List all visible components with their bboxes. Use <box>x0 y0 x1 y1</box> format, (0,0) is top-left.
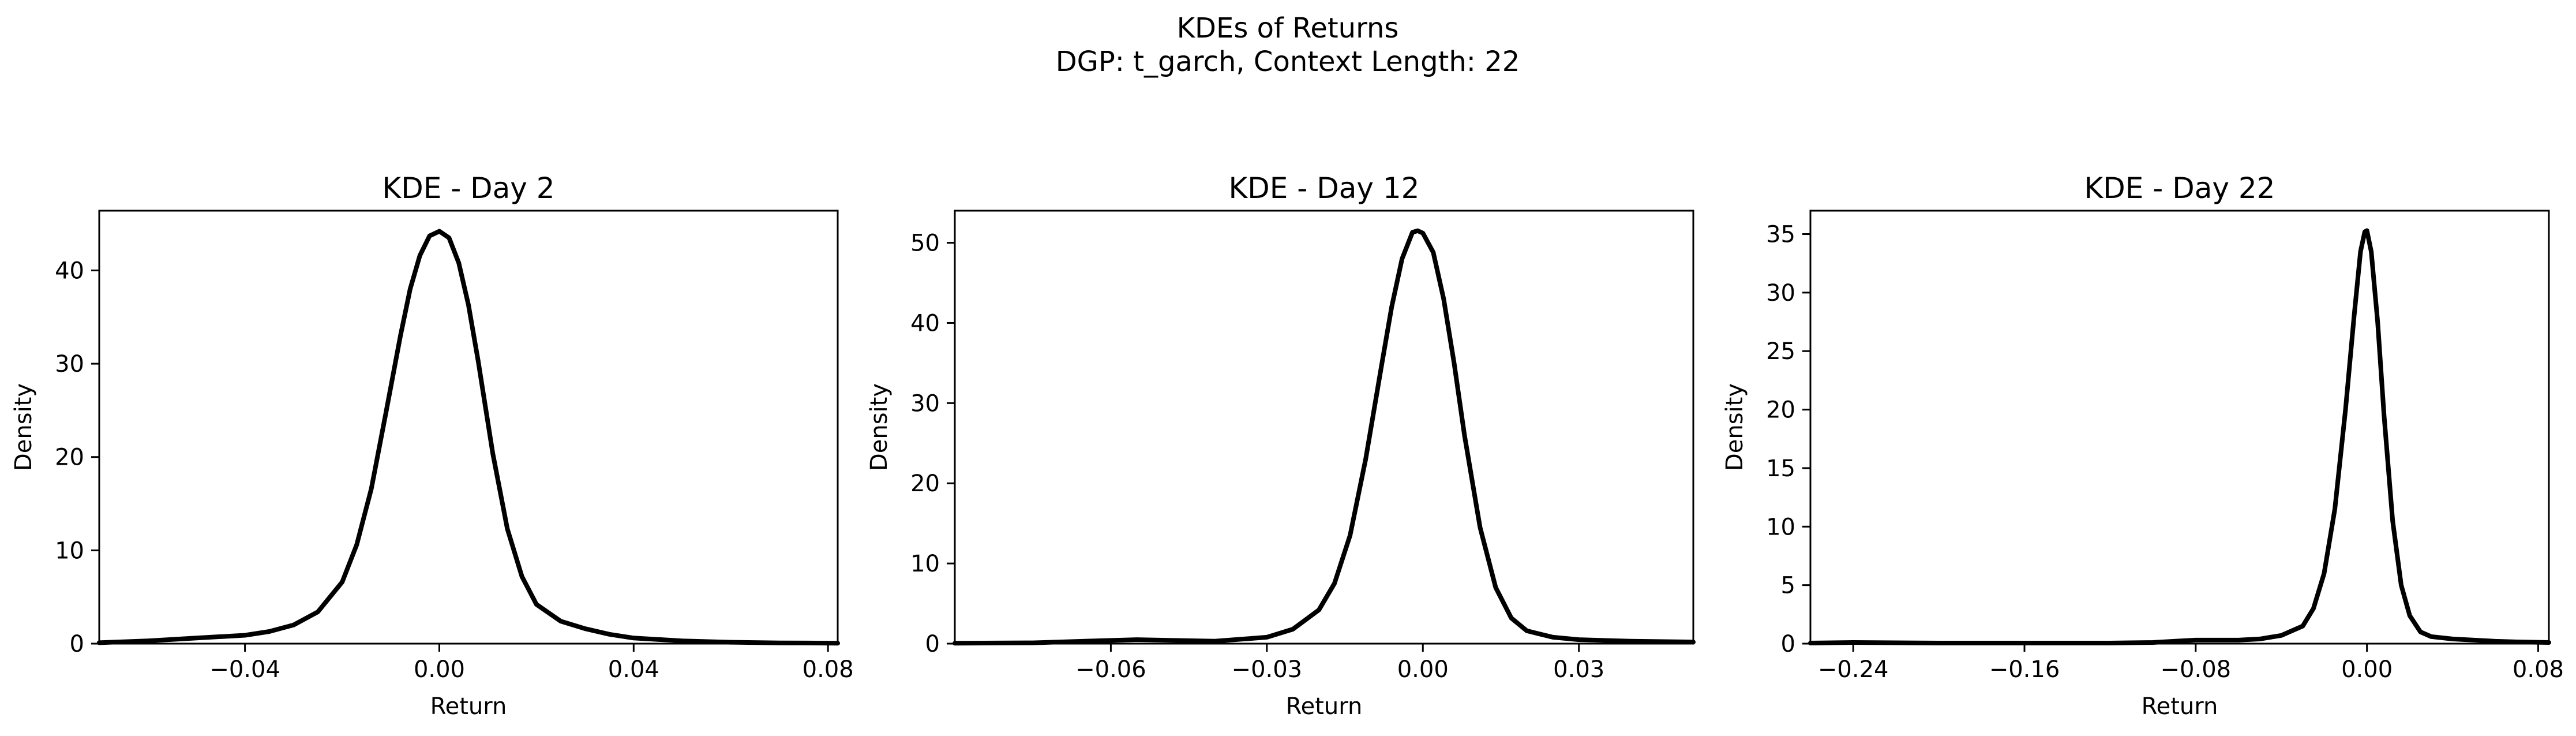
x-tick-label: −0.08 <box>2161 656 2232 683</box>
y-tick-label: 30 <box>55 351 84 378</box>
kde-series-line <box>97 229 840 646</box>
figure-suptitle-line-2: DGP: t_garch, Context Length: 22 <box>1056 46 1520 78</box>
kde-panel-day-12: KDE - Day 12 −0.06 −0.03 0.00 0.03 0 10 20 30 40 5… <box>866 171 1696 720</box>
x-tick-label: 0.08 <box>2513 656 2564 683</box>
y-tick-label: 0 <box>925 631 940 657</box>
kde-series-line <box>1808 228 2551 645</box>
kde-panel-day-22: KDE - Day 22 −0.24 −0.16 −0.08 0.00 0.08 0 5 10 1… <box>1722 171 2564 720</box>
panel-title: KDE - Day 2 <box>382 171 554 205</box>
x-tick-label: 0.00 <box>414 656 465 683</box>
y-axis-label: Density <box>10 383 37 471</box>
x-tick-label: −0.06 <box>1075 656 1146 683</box>
y-tick-label: 35 <box>1766 222 1795 248</box>
x-axis-label: Return <box>2142 693 2218 720</box>
y-tick-label: 10 <box>1766 514 1795 540</box>
x-axis-label: Return <box>1286 693 1363 720</box>
figure-suptitle-line-1: KDEs of Returns <box>1177 12 1399 44</box>
y-tick-label: 20 <box>1766 397 1795 424</box>
kde-panel-day-2: KDE - Day 2 −0.04 0.00 0.04 0.08 0 10 20 30 40 Ret… <box>10 171 854 720</box>
y-tick-label: 40 <box>910 310 940 337</box>
y-tick-label: 25 <box>1766 338 1795 365</box>
y-axis-label: Density <box>1722 383 1748 471</box>
x-tick-label: −0.24 <box>1818 656 1889 683</box>
x-tick-label: −0.03 <box>1232 656 1303 683</box>
axes-frame <box>1809 210 2550 645</box>
y-tick-label: 30 <box>910 390 940 417</box>
axes-frame <box>954 210 1694 645</box>
y-tick-label: 40 <box>55 257 84 284</box>
x-tick-label: −0.04 <box>209 656 280 683</box>
y-tick-label: 0 <box>1781 631 1795 657</box>
y-axis-label: Density <box>866 383 893 471</box>
panel-title: KDE - Day 22 <box>2084 171 2275 205</box>
y-tick-label: 15 <box>1766 455 1795 482</box>
x-tick-label: 0.00 <box>1397 656 1449 683</box>
x-tick-label: −0.16 <box>1989 656 2060 683</box>
x-tick-label: 0.04 <box>608 656 659 683</box>
y-tick-label: 20 <box>910 470 940 497</box>
y-tick-label: 0 <box>70 631 84 657</box>
x-tick-label: 0.08 <box>803 656 854 683</box>
y-tick-label: 20 <box>55 444 84 471</box>
kde-series-line <box>953 228 1696 646</box>
y-tick-label: 10 <box>910 551 940 577</box>
x-tick-label: 0.00 <box>2341 656 2393 683</box>
y-tick-label: 5 <box>1781 573 1795 599</box>
panel-title: KDE - Day 12 <box>1229 171 1420 205</box>
y-tick-label: 10 <box>55 537 84 564</box>
y-tick-label: 50 <box>910 230 940 257</box>
y-tick-label: 30 <box>1766 280 1795 307</box>
x-axis-label: Return <box>430 693 507 720</box>
x-tick-label: 0.03 <box>1553 656 1604 683</box>
axes-frame <box>98 210 839 645</box>
